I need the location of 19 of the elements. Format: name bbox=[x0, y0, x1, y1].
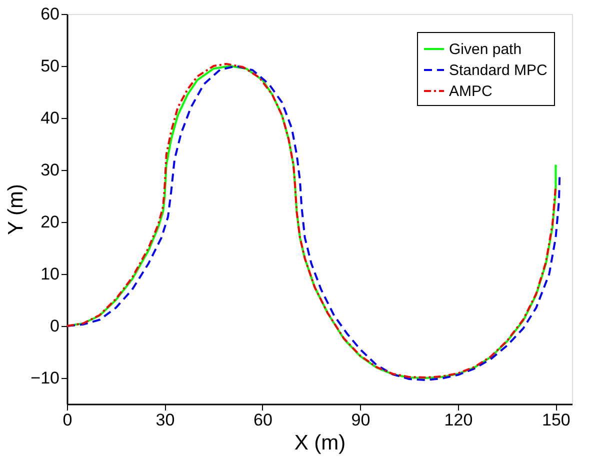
y-tick-label: −10 bbox=[30, 368, 60, 388]
x-tick-label: 60 bbox=[254, 410, 272, 430]
y-tick-label: 20 bbox=[40, 212, 60, 232]
x-tick-label: 0 bbox=[62, 410, 72, 430]
y-tick-label: 50 bbox=[40, 56, 60, 76]
y-tick-label: 30 bbox=[40, 160, 60, 180]
x-tick-label: 120 bbox=[444, 410, 473, 430]
legend-label: Given path bbox=[449, 41, 522, 58]
y-axis-title: Y (m) bbox=[4, 184, 28, 235]
y-tick-label: 40 bbox=[40, 108, 60, 128]
x-tick-label: 150 bbox=[542, 410, 570, 430]
legend-label: Standard MPC bbox=[449, 62, 548, 79]
x-axis-title: X (m) bbox=[294, 432, 346, 454]
y-tick-label: 10 bbox=[40, 264, 60, 284]
legend-label: AMPC bbox=[449, 83, 493, 100]
y-tick-label: 60 bbox=[40, 4, 60, 24]
y-tick-label: 0 bbox=[50, 316, 60, 336]
x-tick-label: 90 bbox=[351, 410, 370, 430]
x-tick-label: 30 bbox=[156, 410, 175, 430]
